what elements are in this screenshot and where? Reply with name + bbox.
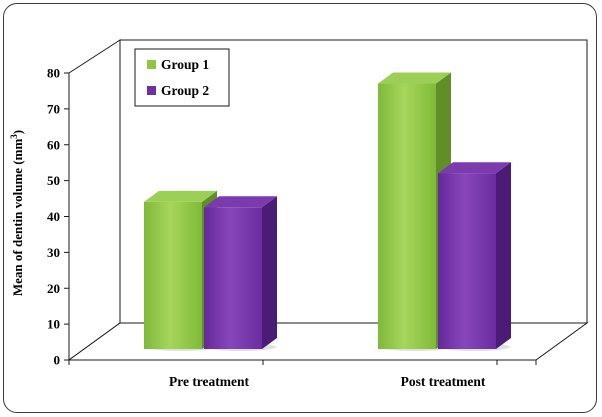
y-tick-label: 10 (47, 317, 60, 332)
y-tick-label: 60 (47, 137, 60, 152)
bars (144, 72, 511, 351)
y-tick-label: 0 (54, 353, 61, 368)
y-tick-label: 70 (47, 101, 60, 116)
legend: Group 1 Group 2 (134, 48, 230, 107)
category-label: Post treatment (401, 374, 486, 389)
x-axis-labels: Pre treatment Post treatment (68, 360, 537, 389)
bar-top (378, 72, 451, 84)
legend-swatch-group-1 (147, 60, 156, 69)
bar-front (204, 207, 262, 349)
legend-box (134, 48, 230, 107)
y-tick-label: 30 (47, 245, 60, 260)
bar-top (204, 196, 277, 208)
y-tick-label: 50 (47, 173, 60, 188)
bar-top (144, 190, 217, 202)
legend-swatch-group-2 (147, 86, 156, 95)
bar-front (378, 83, 436, 350)
y-tick-label: 40 (47, 209, 60, 224)
bar-side (262, 196, 277, 349)
bar-top (438, 162, 511, 174)
legend-label-group-1: Group 1 (161, 57, 209, 72)
y-axis-title: Mean of dentin volume (mm3) (9, 130, 25, 296)
y-tick-label: 80 (47, 66, 60, 81)
bar-front (438, 173, 496, 349)
legend-label-group-2: Group 2 (161, 83, 209, 98)
bar-group-2-post-treatment (438, 162, 511, 351)
category-label: Pre treatment (169, 374, 250, 389)
y-tick-label: 20 (47, 281, 60, 296)
side-wall (68, 39, 121, 361)
bar-side (496, 162, 511, 349)
bar-front (144, 201, 202, 349)
y-axis: 0 10 20 30 40 50 60 70 80 (47, 66, 69, 368)
bar-group-2-pre-treatment (204, 196, 277, 351)
